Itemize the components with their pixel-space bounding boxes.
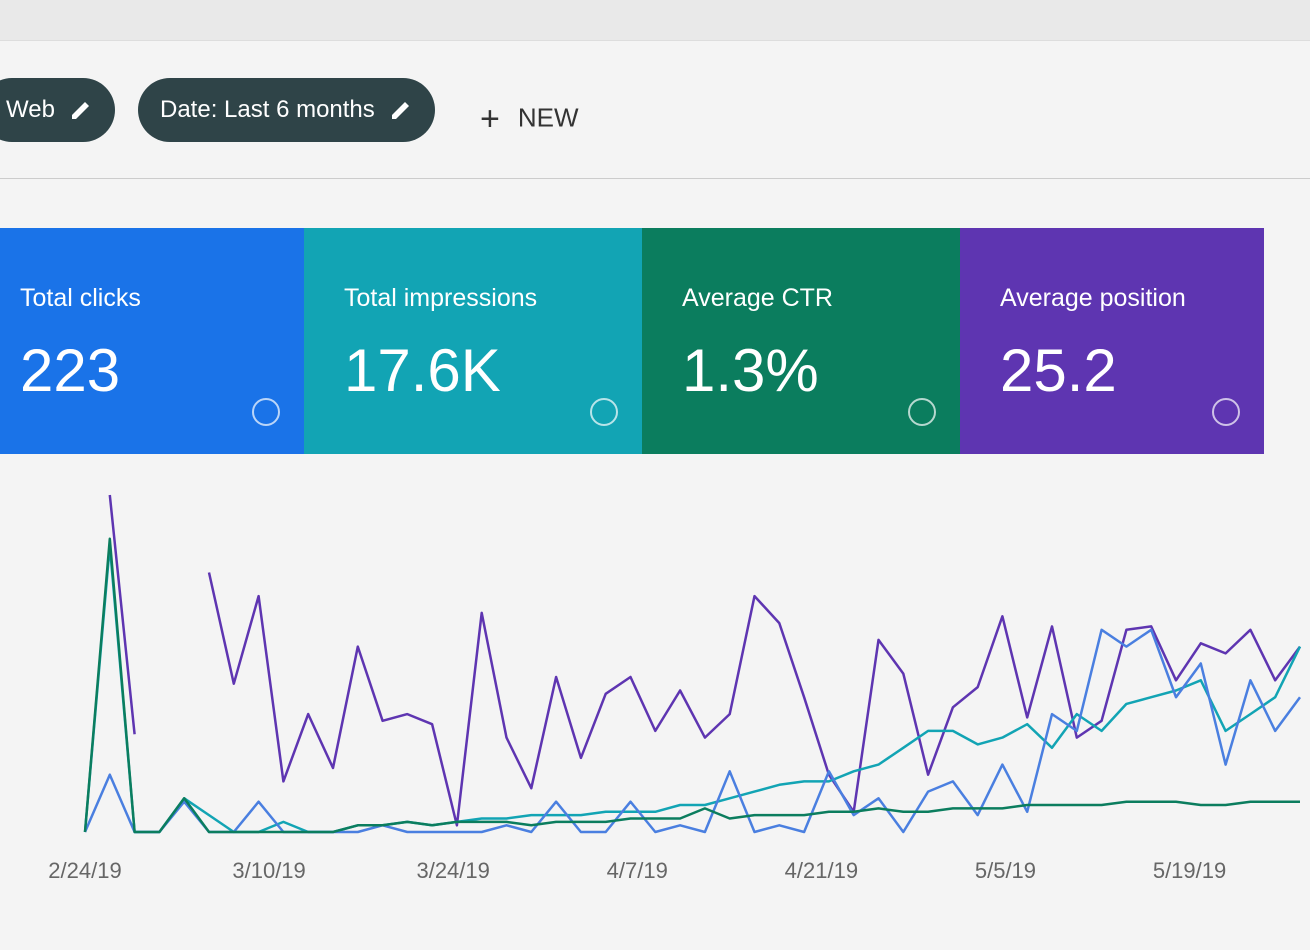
x-tick-label: 3/24/19: [416, 858, 489, 883]
metric-card[interactable]: Average CTR 1.3%: [642, 228, 960, 454]
metric-value: 17.6K: [344, 337, 501, 404]
x-tick-label: 5/5/19: [975, 858, 1036, 883]
x-tick-label: 4/21/19: [785, 858, 858, 883]
metric-card[interactable]: Total impressions 17.6K: [304, 228, 642, 454]
filter-chip[interactable]: Date: Last 6 months: [138, 78, 435, 142]
metric-value: 25.2: [1000, 337, 1117, 404]
filter-label: Web: [6, 96, 55, 123]
metric-value: 223: [20, 337, 121, 404]
x-tick-label: 4/7/19: [607, 858, 668, 883]
help-icon[interactable]: [590, 398, 618, 426]
new-button[interactable]: + NEW: [480, 100, 579, 139]
filter-chip[interactable]: Web: [0, 78, 115, 142]
top-bar: [0, 0, 1310, 41]
line: [83, 537, 1300, 834]
metric-card[interactable]: Average position 25.2: [960, 228, 1264, 454]
help-icon[interactable]: [252, 398, 280, 426]
metric-label: Average position: [1000, 284, 1186, 312]
help-icon[interactable]: [1212, 398, 1240, 426]
new-label: NEW: [517, 102, 579, 133]
metric-label: Total clicks: [20, 284, 141, 312]
line: [108, 494, 1302, 827]
x-tick-label: 5/19/19: [1153, 858, 1226, 883]
metric-label: Average CTR: [682, 284, 833, 312]
x-tick-label: 3/10/19: [232, 858, 305, 883]
metric-card[interactable]: Total clicks 223: [0, 228, 304, 454]
metric-label: Total impressions: [344, 284, 538, 312]
edit-icon: [71, 102, 89, 119]
help-icon[interactable]: [908, 398, 936, 426]
line: [83, 544, 1302, 834]
divider: [0, 178, 1310, 179]
filter-label: Date: Last 6 months: [160, 96, 375, 123]
metric-value: 1.3%: [682, 337, 819, 404]
edit-icon: [391, 102, 409, 119]
plus-icon: +: [480, 100, 500, 138]
x-tick-label: 2/24/19: [48, 858, 121, 883]
chart: 2/24/19 3/10/19 3/24/19 4/7/19 4/21/19 5/5/19…: [48, 494, 1302, 883]
